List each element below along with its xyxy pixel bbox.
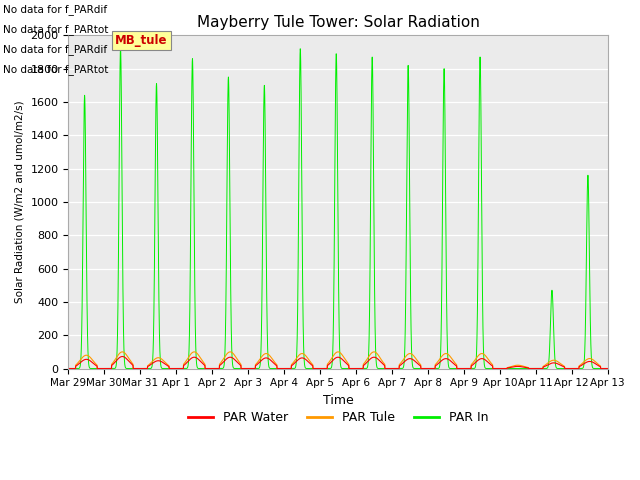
Line: PAR Water: PAR Water [68, 357, 608, 369]
PAR Tule [581, 358, 589, 364]
Y-axis label: Solar Radiation (W/m2 and umol/m2/s): Solar Radiation (W/m2 and umol/m2/s) [15, 101, 25, 303]
PAR Water [65, 366, 72, 372]
PAR In [575, 366, 582, 372]
PAR Water [581, 360, 589, 366]
PAR In [581, 336, 589, 341]
PAR Tule [575, 366, 582, 372]
PAR Water [459, 366, 467, 372]
Text: MB_tule: MB_tule [115, 34, 168, 47]
Text: No data for f_PARtot: No data for f_PARtot [3, 64, 109, 75]
PAR In [248, 366, 255, 372]
Title: Mayberry Tule Tower: Solar Radiation: Mayberry Tule Tower: Solar Radiation [196, 15, 479, 30]
PAR In [474, 268, 482, 274]
PAR In [459, 366, 467, 372]
PAR Water [604, 366, 612, 372]
PAR Tule [65, 366, 72, 372]
Text: No data for f_PARtot: No data for f_PARtot [3, 24, 109, 35]
PAR Tule [459, 366, 467, 372]
PAR Tule [248, 366, 255, 372]
Legend: PAR Water, PAR Tule, PAR In: PAR Water, PAR Tule, PAR In [183, 406, 493, 429]
PAR In [116, 46, 124, 51]
PAR In [496, 366, 504, 372]
PAR Water [118, 354, 126, 360]
PAR In [320, 366, 328, 372]
PAR Water [575, 366, 582, 372]
PAR Tule [474, 353, 482, 359]
Text: No data for f_PARdif: No data for f_PARdif [3, 4, 108, 15]
PAR Tule [320, 366, 328, 372]
PAR Water [320, 366, 328, 372]
Text: No data for f_PARdif: No data for f_PARdif [3, 44, 108, 55]
X-axis label: Time: Time [323, 394, 353, 407]
PAR In [604, 366, 612, 372]
Line: PAR Tule: PAR Tule [68, 352, 608, 369]
Line: PAR In: PAR In [68, 48, 608, 369]
PAR In [65, 366, 72, 372]
PAR Tule [118, 349, 126, 355]
PAR Water [474, 358, 482, 363]
PAR Tule [604, 366, 612, 372]
PAR Water [248, 366, 255, 372]
